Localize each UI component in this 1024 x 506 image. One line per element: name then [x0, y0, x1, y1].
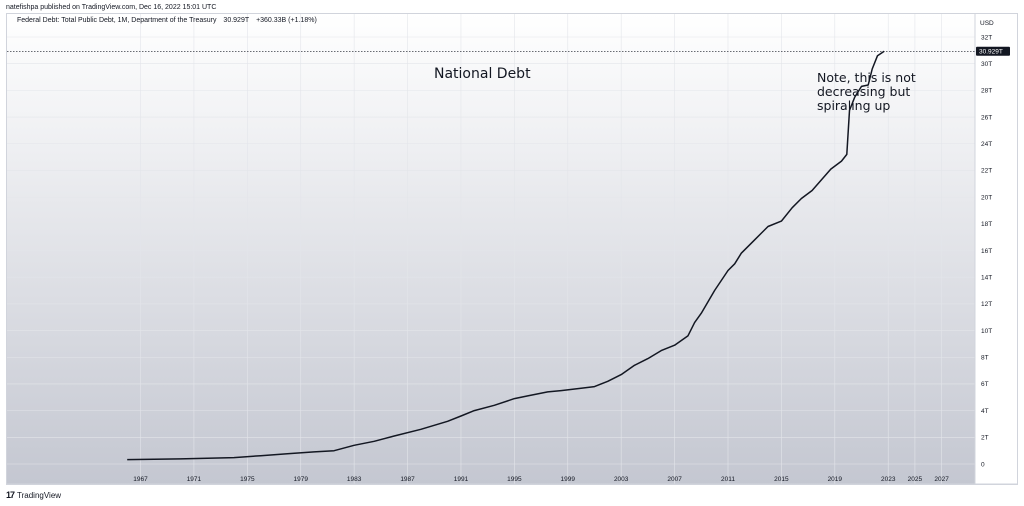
x-tick-label: 1975	[240, 476, 255, 483]
x-tick-label: 1991	[454, 476, 469, 483]
series-legend: Federal Debt: Total Public Debt, 1M, Dep…	[17, 17, 322, 24]
y-tick-label: 30T	[981, 61, 992, 68]
series-line-debt	[127, 50, 885, 461]
x-tick-label: 1967	[133, 476, 148, 483]
annotation-title: National Debt	[434, 66, 531, 82]
legend-change: +360.33B (+1.18%)	[256, 17, 317, 24]
x-tick-label: 2023	[881, 476, 896, 483]
legend-last-value: 30.929T	[223, 17, 250, 24]
y-tick-label: 0	[981, 461, 985, 468]
y-tick-labels: 0 2T 4T 6T 8T 10T 12T 14T 16T 18T 20T 22T 24T 26T 28T 3…	[981, 34, 992, 468]
y-tick-label: 6T	[981, 381, 989, 388]
grid-lines	[7, 14, 975, 484]
x-tick-label: 1983	[347, 476, 362, 483]
x-tick-label: 2015	[774, 476, 789, 483]
x-tick-label: 2019	[828, 476, 843, 483]
x-tick-label: 1999	[561, 476, 576, 483]
x-tick-label: 2011	[721, 476, 735, 483]
y-tick-label: 12T	[981, 301, 992, 308]
publisher-caption: natefishpa published on TradingView.com,…	[6, 4, 217, 11]
y-tick-label: 8T	[981, 355, 989, 362]
x-tick-label: 2027	[934, 476, 949, 483]
y-tick-label: 32T	[981, 34, 992, 41]
y-tick-label: 10T	[981, 328, 992, 335]
y-tick-label: 16T	[981, 248, 992, 255]
annotation-note: Note, this is not decreasing but spirali…	[817, 70, 916, 113]
y-tick-label: 28T	[981, 88, 992, 95]
y-tick-label: 4T	[981, 408, 989, 415]
tradingview-logo[interactable]: 17 TradingView	[6, 490, 61, 500]
last-value-badge-text: 30.929T	[979, 49, 1003, 56]
y-tick-label: 26T	[981, 114, 992, 121]
x-tick-label: 1987	[400, 476, 415, 483]
last-value-badge: 30.929T	[976, 46, 1010, 56]
x-tick-labels: 1967 1971 1975 1979 1983 1987 1991 1995 1999 2003…	[133, 476, 949, 483]
x-tick-label: 2003	[614, 476, 629, 483]
x-tick-label: 1995	[507, 476, 522, 483]
tradingview-brand: TradingView	[17, 490, 62, 500]
y-tick-label: 2T	[981, 435, 989, 442]
x-tick-label: 1979	[294, 476, 309, 483]
y-tick-label: 14T	[981, 274, 992, 281]
legend-symbol: Federal Debt: Total Public Debt, 1M, Dep…	[17, 17, 217, 24]
x-tick-label: 2025	[908, 476, 923, 483]
y-unit-label: USD	[980, 20, 994, 27]
y-tick-label: 18T	[981, 221, 992, 228]
y-tick-label: 20T	[981, 194, 992, 201]
y-tick-label: 22T	[981, 168, 992, 175]
x-tick-label: 2007	[667, 476, 682, 483]
tradingview-icon: 17	[6, 490, 15, 500]
y-tick-label: 24T	[981, 141, 992, 148]
x-tick-label: 1971	[187, 476, 202, 483]
